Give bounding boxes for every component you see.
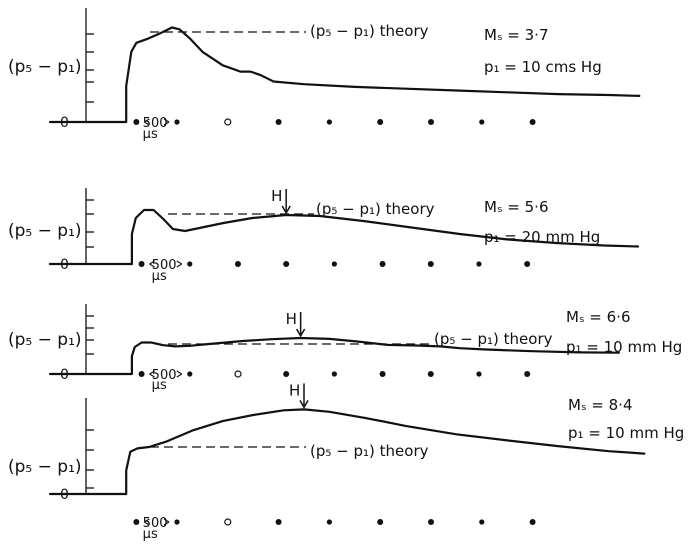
timing-dot: [283, 261, 290, 267]
timing-dot: [138, 371, 145, 377]
timing-dot: [187, 371, 193, 377]
timing-dot: [133, 119, 140, 125]
scale-unit-label: μs: [152, 378, 167, 393]
scale-arrow-right: [163, 118, 170, 126]
timing-dot: [326, 519, 332, 525]
timing-dot: [377, 119, 384, 125]
timing-dot: [275, 119, 282, 125]
theory-label: (p₅ − p₁) theory: [316, 200, 435, 218]
timing-dot: [524, 261, 531, 267]
scale-value-label: 500: [143, 116, 168, 131]
pressure-trace: [48, 26, 641, 124]
y-axis-label: (p₅ − p₁): [8, 330, 82, 350]
h-arrow-head: [281, 205, 291, 215]
pressure-trace: [48, 208, 640, 266]
timing-dot: [275, 519, 282, 525]
timing-dot: [379, 261, 386, 267]
timing-dot: [234, 261, 241, 267]
mach-number-label: Mₛ = 8·4: [568, 396, 633, 414]
scale-value-label: 500: [143, 516, 168, 531]
timing-dot: [174, 519, 180, 525]
scale-unit-label: μs: [152, 269, 167, 284]
scale-value-label: 500: [152, 368, 177, 383]
scale-value-label: 500: [152, 258, 177, 273]
scale-arrow-left: [144, 518, 150, 526]
h-label: H: [271, 187, 282, 205]
scale-arrow-left: [149, 370, 155, 378]
timing-dot: [427, 371, 434, 377]
timing-dot: [331, 371, 337, 377]
timing-dot: [428, 519, 434, 525]
y-axis-label: (p₅ − p₁): [8, 221, 82, 241]
h-label: H: [289, 381, 300, 399]
timing-dot: [377, 519, 384, 525]
mach-number-label: Mₛ = 6·6: [566, 308, 631, 326]
mach-number-label: Mₛ = 5·6: [484, 198, 549, 216]
timing-dot: [187, 261, 193, 267]
scale-arrow-right: [176, 370, 183, 378]
timing-dot: [476, 371, 482, 377]
scale-unit-label: μs: [143, 527, 158, 542]
scale-arrow-left: [144, 118, 150, 126]
timing-dot: [476, 261, 482, 267]
timing-dot: [326, 119, 332, 125]
timing-dot: [224, 518, 232, 526]
scale-arrow-left: [149, 260, 155, 268]
timing-dot: [529, 119, 536, 125]
timing-dot: [283, 371, 290, 377]
timing-dot: [224, 118, 232, 126]
scale-arrow-right: [176, 260, 183, 268]
timing-dot: [529, 519, 536, 525]
initial-pressure-label: p₁ = 10 mm Hg: [566, 338, 682, 356]
theory-label: (p₅ − p₁) theory: [310, 22, 429, 40]
timing-dot: [479, 119, 485, 125]
timing-dot: [524, 371, 531, 377]
timing-dot: [138, 261, 145, 267]
initial-pressure-label: p₁ = 10 mm Hg: [568, 424, 684, 442]
h-label: H: [286, 310, 297, 328]
theory-label: (p₅ − p₁) theory: [434, 330, 553, 348]
timing-dot: [427, 261, 434, 267]
initial-pressure-label: p₁ = 10 cms Hg: [484, 58, 602, 76]
timing-dot: [133, 519, 140, 525]
scale-unit-label: μs: [143, 127, 158, 142]
timing-dot: [174, 119, 180, 125]
y-axis-label: (p₅ − p₁): [8, 57, 82, 77]
pressure-trace: [48, 408, 646, 496]
timing-dot: [234, 370, 242, 378]
timing-dot: [379, 371, 386, 377]
mach-number-label: Mₛ = 3·7: [484, 26, 549, 44]
h-arrow-head: [295, 328, 306, 338]
timing-dot: [331, 261, 337, 267]
scale-arrow-right: [163, 518, 170, 526]
h-arrow-head: [299, 400, 309, 409]
y-axis-label: (p₅ − p₁): [8, 457, 82, 477]
pressure-trace: [48, 336, 620, 376]
timing-dot: [428, 119, 434, 125]
timing-dot: [479, 519, 485, 525]
theory-label: (p₅ − p₁) theory: [310, 442, 429, 460]
initial-pressure-label: p₁ = 20 mm Hg: [484, 228, 600, 246]
